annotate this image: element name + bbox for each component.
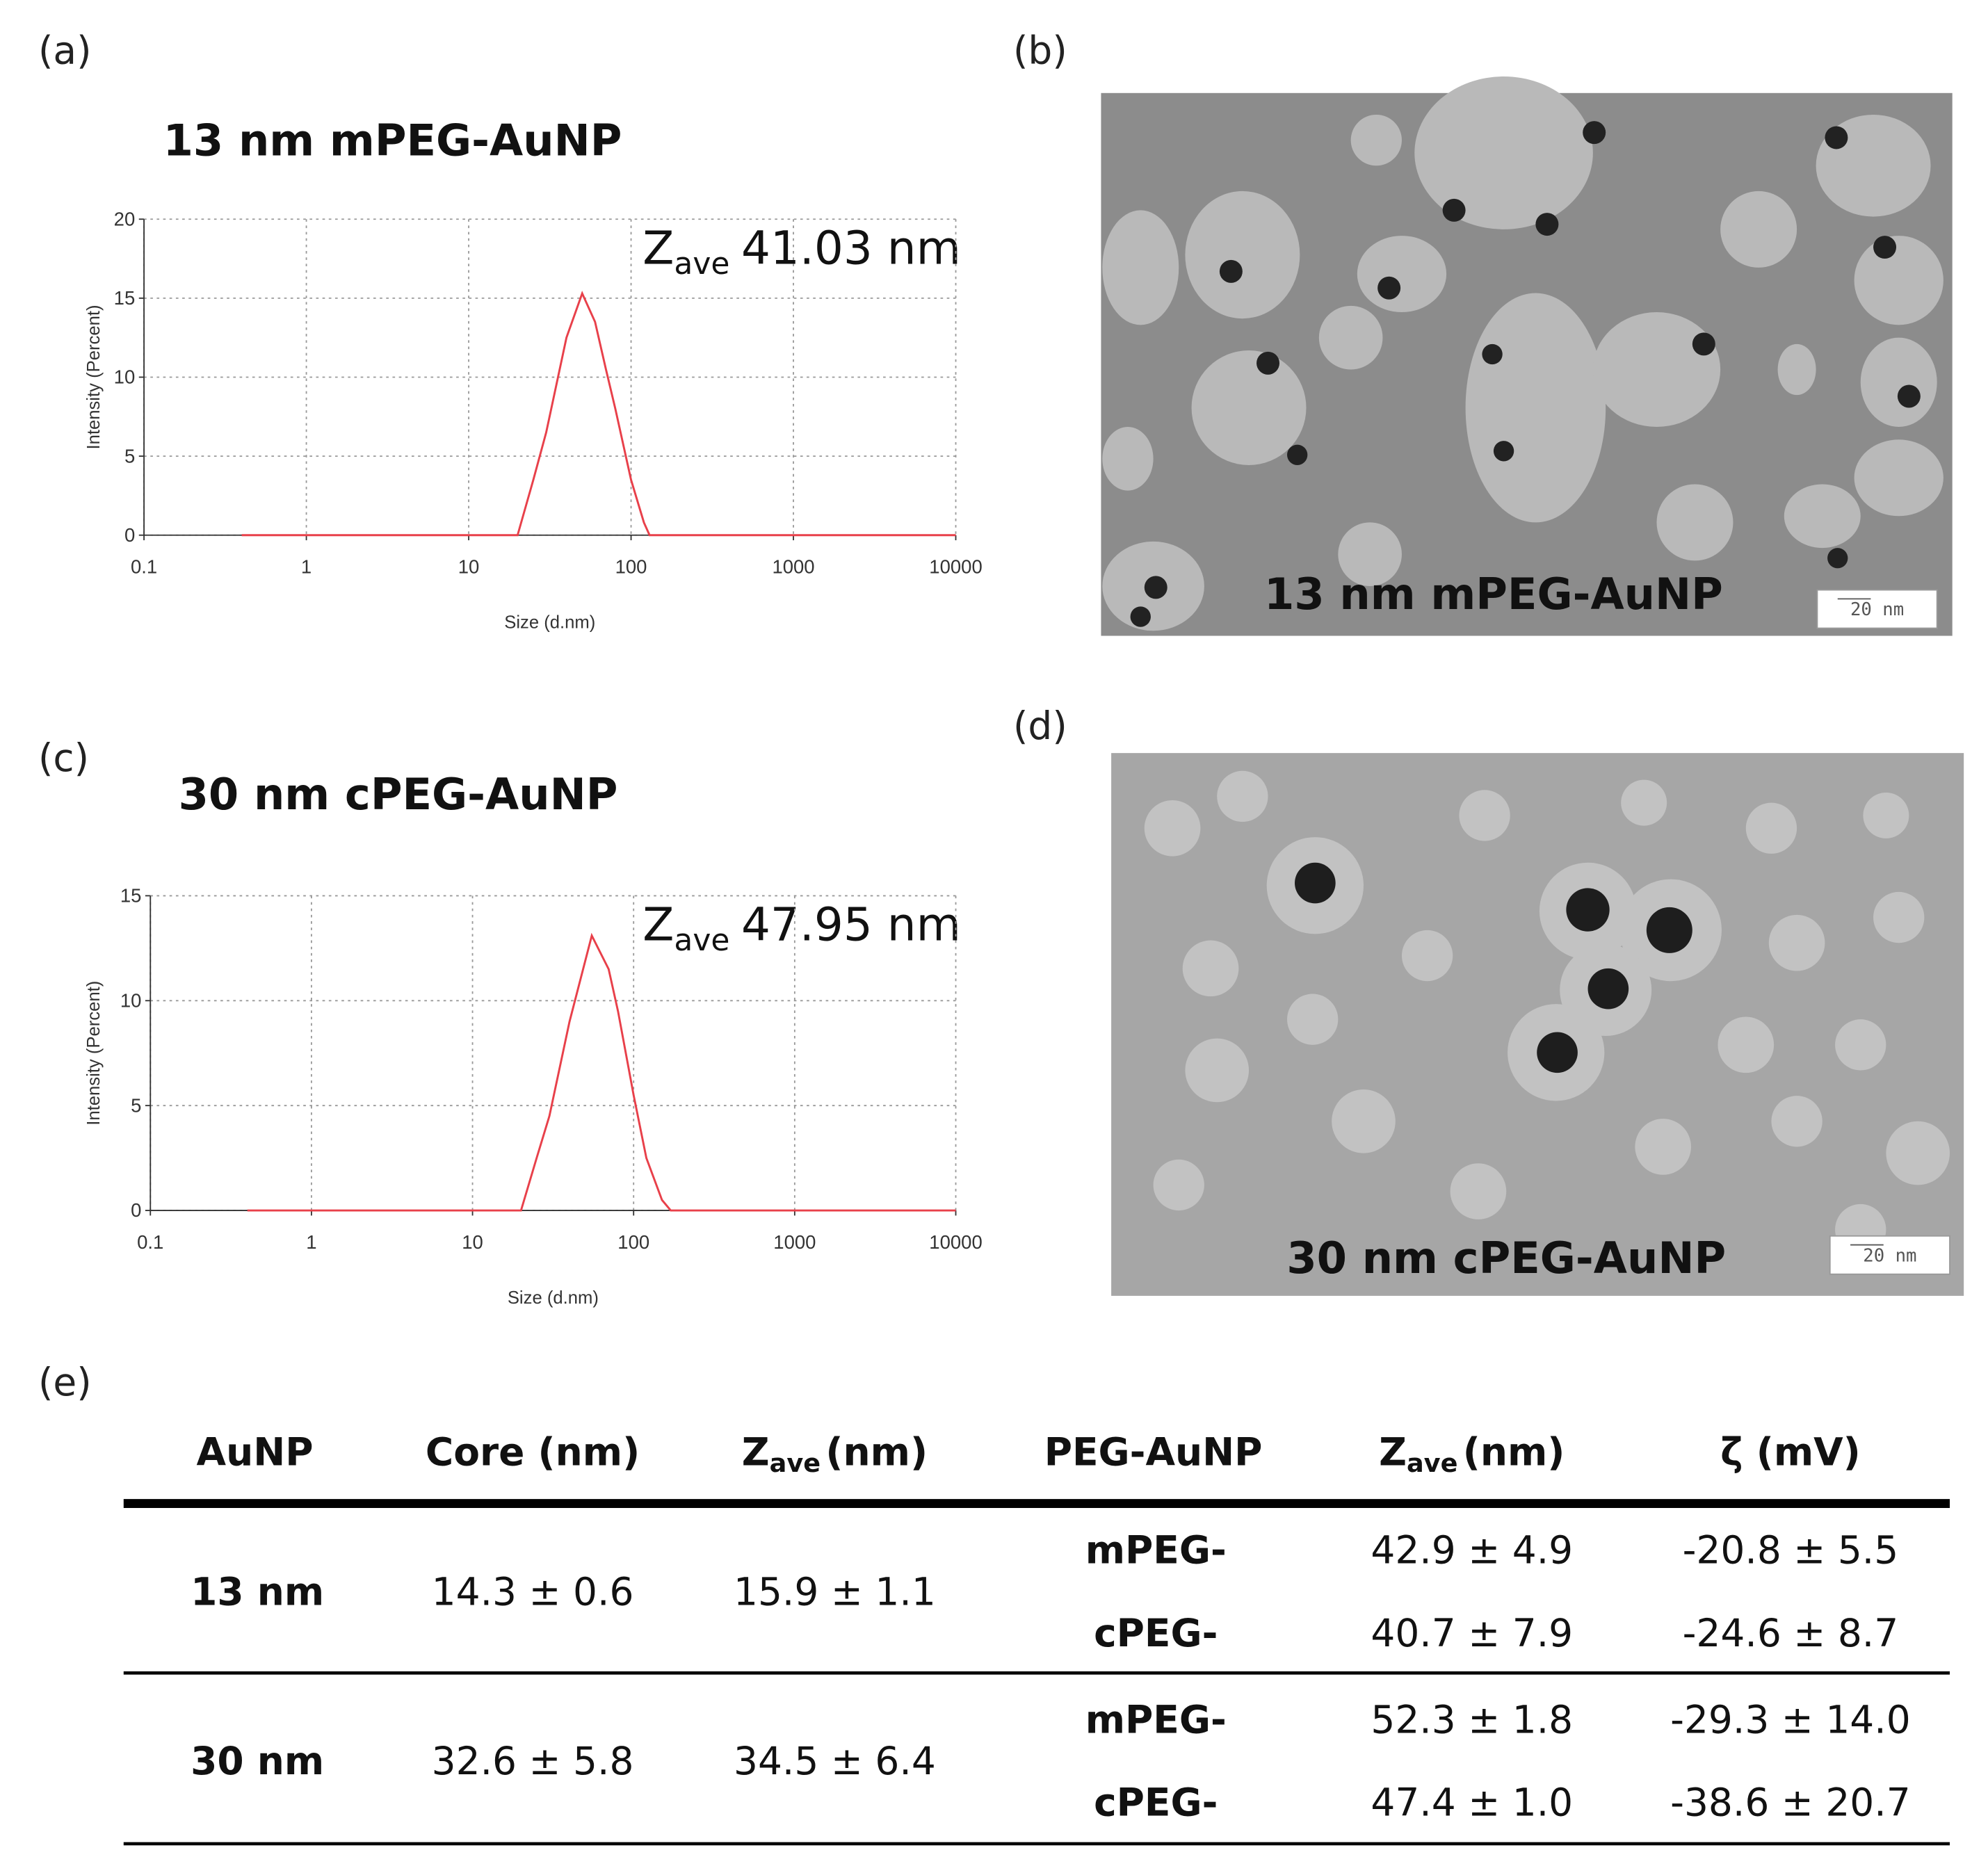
table-header: ζ (mV) <box>1720 1430 1861 1475</box>
tem-image <box>1111 753 1964 1296</box>
table: AuNP Core (nm) Zave (nm) PEG-AuNP Zave (nm… <box>123 1430 1950 1846</box>
table-cell: mPEG- <box>1085 1697 1227 1742</box>
table-cell: -20.8 ± 5.5 <box>1683 1528 1899 1573</box>
image-caption: 30 nm cPEG-AuNP <box>1286 1233 1726 1283</box>
panel-label: (a) <box>38 29 92 73</box>
table-header: Core (nm) <box>426 1430 640 1475</box>
panel-label: (e) <box>38 1360 92 1404</box>
y-axis-label: Intensity (Percent) <box>84 305 104 449</box>
y-tick-label: 5 <box>124 445 135 467</box>
y-tick-label: 10 <box>120 989 142 1011</box>
chart-title: 13 nm mPEG-AuNP <box>163 115 622 166</box>
table-header: PEG-AuNP <box>1044 1430 1263 1475</box>
annotation-symbol: Z <box>643 221 674 275</box>
table-cell: -29.3 ± 14.0 <box>1670 1697 1911 1742</box>
annotation-text: 47.95 nm <box>741 898 961 952</box>
table-cell: 52.3 ± 1.8 <box>1371 1697 1573 1742</box>
annotation-subscript: ave <box>674 923 729 958</box>
table-cell: cPEG- <box>1094 1611 1218 1655</box>
size-distribution-line <box>247 932 956 1212</box>
table-header: AuNP <box>197 1430 314 1475</box>
x-tick-label: 1000 <box>772 556 814 578</box>
y-tick-label: 15 <box>114 287 136 309</box>
table-header: Zave (nm) <box>1379 1430 1565 1478</box>
annotation: Zave 47.95 nm <box>643 898 961 959</box>
x-axis-label: Size (d.nm) <box>508 1288 599 1308</box>
table-cell: 13 nm <box>191 1569 324 1614</box>
annotation-subscript: ave <box>674 246 729 282</box>
x-tick-label: 10 <box>462 1231 483 1253</box>
table-cell: 30 nm <box>191 1739 324 1783</box>
table-cell: 42.9 ± 4.9 <box>1371 1528 1573 1573</box>
chart-title: 30 nm cPEG-AuNP <box>179 769 618 820</box>
x-tick-label: 10 <box>458 556 480 578</box>
annotation-symbol: Z <box>643 898 674 952</box>
table-header: Zave (nm) <box>742 1430 928 1478</box>
y-tick-label: 20 <box>114 208 136 229</box>
panel-label: (d) <box>1013 704 1067 748</box>
x-tick-label: 1 <box>306 1231 316 1253</box>
panel-label: (b) <box>1013 29 1067 73</box>
table-cell: 47.4 ± 1.0 <box>1371 1781 1573 1825</box>
x-tick-label: 0.1 <box>131 556 157 578</box>
y-tick-label: 0 <box>124 524 135 546</box>
x-tick-label: 0.1 <box>137 1231 163 1253</box>
x-tick-label: 1000 <box>773 1231 816 1253</box>
y-tick-label: 10 <box>114 366 136 388</box>
size-distribution-line <box>241 291 956 537</box>
table-cell: 14.3 ± 0.6 <box>432 1569 634 1614</box>
x-tick-label: 100 <box>617 1231 649 1253</box>
table-cell: -38.6 ± 20.7 <box>1670 1781 1911 1825</box>
table-cell: mPEG- <box>1085 1528 1227 1573</box>
table-body: 13 nm 14.3 ± 0.6 15.9 ± 1.1 mPEG- 42.9 ± 4.9… <box>191 1528 1911 1825</box>
table-cell: cPEG- <box>1094 1781 1218 1825</box>
y-tick-label: 15 <box>120 885 142 907</box>
y-tick-label: 0 <box>131 1199 141 1221</box>
x-tick-label: 1 <box>301 556 312 578</box>
scale-bar-label: 20 nm <box>1850 599 1904 620</box>
x-axis-label: Size (d.nm) <box>504 613 595 633</box>
image-caption: 13 nm mPEG-AuNP <box>1264 569 1723 619</box>
table-cell: 32.6 ± 5.8 <box>432 1739 634 1783</box>
table-cell: 15.9 ± 1.1 <box>734 1569 936 1614</box>
x-tick-label: 100 <box>615 556 647 578</box>
table-cell: -24.6 ± 8.7 <box>1683 1611 1899 1655</box>
table-cell: 40.7 ± 7.9 <box>1371 1611 1573 1655</box>
y-tick-label: 5 <box>131 1094 141 1116</box>
tem-image <box>1101 76 1953 636</box>
panel-label: (c) <box>38 736 89 780</box>
table-cell: 34.5 ± 6.4 <box>734 1739 936 1783</box>
annotation: Zave 41.03 nm <box>643 221 961 282</box>
y-axis-label: Intensity (Percent) <box>84 981 104 1126</box>
annotation-text: 41.03 nm <box>741 221 961 275</box>
x-tick-label: 10000 <box>929 556 982 578</box>
scale-bar-label: 20 nm <box>1863 1245 1916 1266</box>
x-tick-label: 10000 <box>929 1231 982 1253</box>
